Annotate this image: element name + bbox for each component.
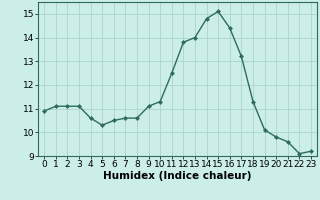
X-axis label: Humidex (Indice chaleur): Humidex (Indice chaleur) <box>103 171 252 181</box>
